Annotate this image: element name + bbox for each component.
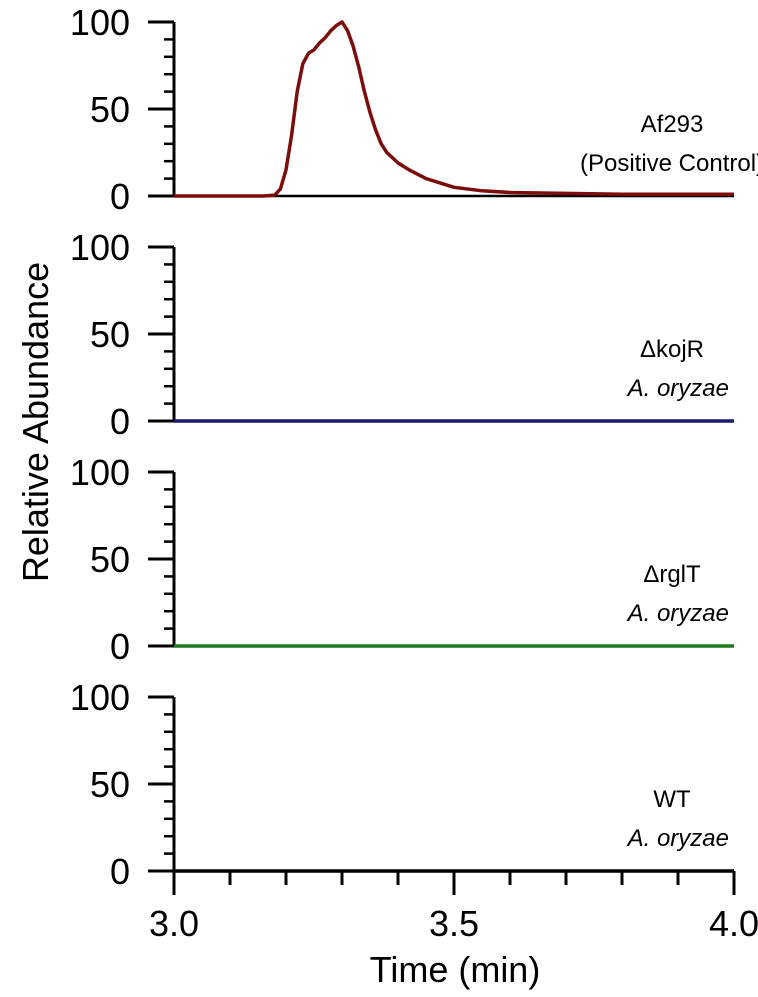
x-tick-label: 3.0 — [149, 903, 199, 944]
y-tick-label: 50 — [90, 539, 130, 580]
panel-label: WT — [653, 786, 691, 813]
y-tick-label: 50 — [90, 764, 130, 805]
x-tick-label: 3.5 — [429, 903, 479, 944]
y-tick-label: 0 — [110, 401, 130, 442]
panel-4: 0 50 100 WT A. oryzae — [70, 677, 734, 892]
x-axis: 3.0 3.5 4.0 — [149, 869, 758, 944]
y-tick-label: 0 — [110, 176, 130, 217]
y-tick-label: 50 — [90, 89, 130, 130]
x-axis-title: Time (min) — [370, 949, 541, 990]
y-tick-label: 100 — [70, 2, 130, 43]
chart-panels: 0 50 100 Af293 (Positive Control) 0 50 100 ΔkojR… — [70, 2, 758, 944]
y-tick-label: 0 — [110, 851, 130, 892]
panel-sublabel: A. oryzae — [626, 825, 729, 852]
panel-2: 0 50 100 ΔkojR A. oryzae — [70, 227, 734, 442]
panel-label: Af293 — [641, 111, 704, 138]
panel-label: ΔrglT — [643, 561, 701, 588]
y-tick-label: 50 — [90, 314, 130, 355]
x-tick-label: 4.0 — [709, 903, 758, 944]
panel-sublabel: (Positive Control) — [580, 150, 758, 177]
y-tick-label: 100 — [70, 677, 130, 718]
y-axis-title: Relative Abundance — [15, 262, 56, 582]
panel-sublabel: A. oryzae — [626, 600, 729, 627]
panel-sublabel: A. oryzae — [626, 375, 729, 402]
panel-label: ΔkojR — [640, 336, 704, 363]
panel-3: 0 50 100 ΔrglT A. oryzae — [70, 452, 734, 667]
panel-1: 0 50 100 Af293 (Positive Control) — [70, 2, 758, 217]
y-tick-label: 100 — [70, 227, 130, 268]
y-tick-label: 0 — [110, 626, 130, 667]
series-line — [174, 20, 734, 198]
y-tick-label: 100 — [70, 452, 130, 493]
